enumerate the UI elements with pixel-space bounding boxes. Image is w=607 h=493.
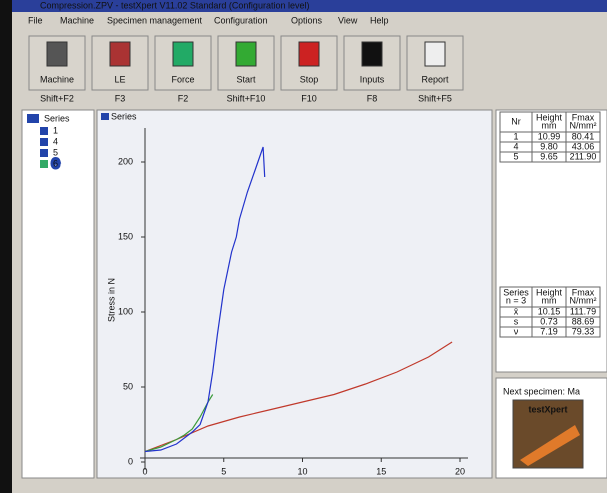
cell-text: 0.73 [540, 316, 558, 326]
menu-item[interactable]: View [338, 15, 358, 25]
cell-text: 80.41 [572, 131, 595, 141]
header-unit: N/mm² [570, 295, 597, 305]
button-shortcut: F8 [367, 93, 378, 103]
y-tick-label: 200 [118, 156, 133, 166]
next-specimen-label: Next specimen: Ma [503, 386, 580, 396]
chart-panel [97, 110, 492, 478]
button-shortcut: Shift+F2 [40, 93, 74, 103]
tree-item-icon [40, 127, 48, 135]
button-label: Inputs [360, 74, 385, 84]
cell-text: s [514, 316, 519, 326]
cell-text: 211.90 [570, 151, 597, 161]
cell-text: x̄ [514, 306, 519, 316]
tree-root[interactable]: Series [44, 113, 70, 123]
y-tick-label: 0 [128, 456, 133, 466]
menu-item[interactable]: Specimen management [107, 15, 203, 25]
x-tick-label: 15 [376, 466, 386, 476]
button-icon [47, 42, 67, 66]
button-label: Start [236, 74, 256, 84]
y-tick-label: 50 [123, 381, 133, 391]
cell-text: 79.33 [572, 326, 595, 336]
header-unit: n = 3 [506, 295, 526, 305]
button-icon [425, 42, 445, 66]
cell-text: 5 [513, 151, 518, 161]
y-tick-label: 150 [118, 231, 133, 241]
tree-item[interactable]: 1 [53, 125, 58, 135]
button-shortcut: F10 [301, 93, 317, 103]
chart-title: Series [111, 111, 137, 121]
tree-item-icon [40, 160, 48, 168]
y-tick-label: 100 [118, 306, 133, 316]
button-label: LE [114, 74, 125, 84]
cell-text: ν [514, 326, 519, 336]
tree-item[interactable]: 4 [53, 136, 58, 146]
tree-icon [27, 114, 39, 123]
cell-text: 4 [513, 141, 518, 151]
button-label: Report [421, 74, 449, 84]
logo-text: testXpert [528, 404, 567, 414]
x-tick-label: 20 [455, 466, 465, 476]
button-icon [299, 42, 319, 66]
window-title: Compression.ZPV - testXpert V11.02 Stand… [40, 0, 309, 10]
header-unit: N/mm² [570, 120, 597, 130]
tree-item-icon [40, 138, 48, 146]
button-shortcut: Shift+F5 [418, 93, 452, 103]
button-icon [110, 42, 130, 66]
cell-text: 7.19 [540, 326, 558, 336]
button-label: Machine [40, 74, 74, 84]
button-shortcut: F2 [178, 93, 189, 103]
button-icon [173, 42, 193, 66]
button-shortcut: F3 [115, 93, 126, 103]
button-label: Stop [300, 74, 319, 84]
cell-text: 9.80 [540, 141, 558, 151]
x-tick-label: 5 [221, 466, 226, 476]
menu-item[interactable]: File [28, 15, 43, 25]
tree-item[interactable]: 6 [53, 158, 58, 168]
tree-item-icon [40, 149, 48, 157]
header-unit: mm [542, 295, 557, 305]
cell-text: 9.65 [540, 151, 558, 161]
tree-item[interactable]: 5 [53, 147, 58, 157]
chart-title-icon [101, 113, 109, 120]
screen: Compression.ZPV - testXpert V11.02 Stand… [0, 0, 607, 493]
menu-item[interactable]: Help [370, 15, 389, 25]
y-axis-label: Stress in N [106, 278, 116, 322]
cell-text: 43.06 [572, 141, 595, 151]
button-shortcut: Shift+F10 [227, 93, 266, 103]
header-name: Nr [511, 116, 521, 126]
x-tick-label: 0 [142, 466, 147, 476]
button-icon [236, 42, 256, 66]
cell-text: 1 [513, 131, 518, 141]
cell-text: 111.79 [570, 306, 596, 316]
header-unit: mm [542, 120, 557, 130]
cell-text: 10.99 [538, 131, 561, 141]
menu-item[interactable]: Options [291, 15, 323, 25]
menu-item[interactable]: Configuration [214, 15, 268, 25]
cell-text: 88.69 [572, 316, 595, 326]
button-label: Force [171, 74, 194, 84]
x-tick-label: 10 [297, 466, 307, 476]
cell-text: 10.15 [538, 306, 561, 316]
button-icon [362, 42, 382, 66]
menu-item[interactable]: Machine [60, 15, 94, 25]
